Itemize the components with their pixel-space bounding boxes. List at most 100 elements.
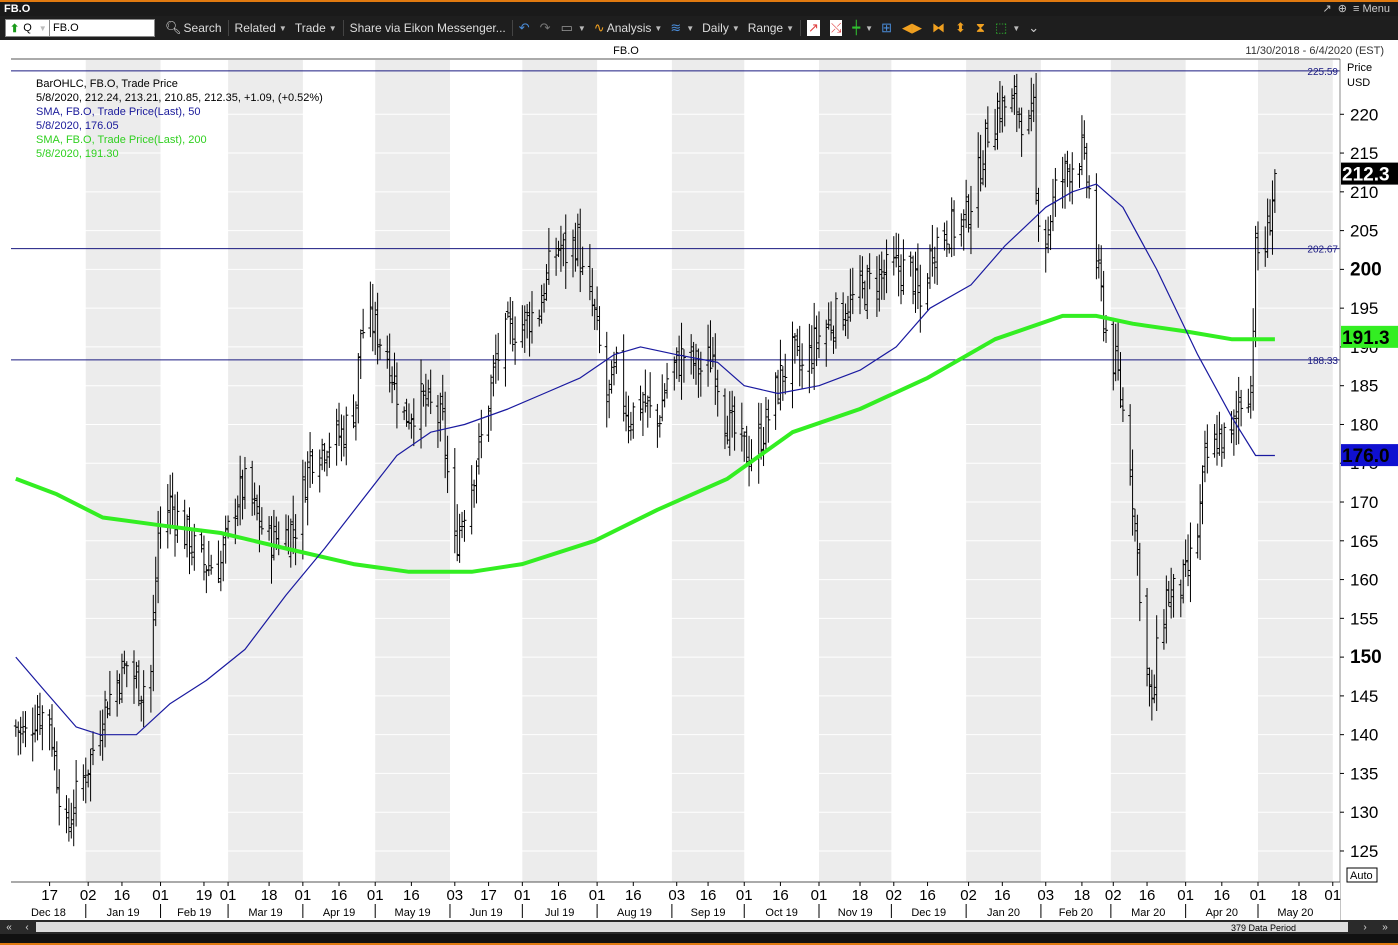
ohlc-bar: [69, 802, 74, 839]
day-tick-label: 03: [668, 887, 685, 904]
analysis-menu[interactable]: ∿ Analysis ▼: [590, 18, 667, 38]
compare-chart-button[interactable]: ⤯: [826, 18, 848, 38]
ohlc-bar: [831, 325, 836, 354]
ohlc-bar: [575, 213, 580, 267]
ohlc-bar: [899, 254, 904, 305]
ohlc-bar: [320, 438, 325, 471]
ohlc-bar: [1265, 198, 1270, 258]
fit-vertical-button[interactable]: ⧗: [972, 18, 991, 38]
month-label: Feb 19: [177, 907, 211, 919]
month-shade-band: [375, 60, 450, 882]
pin-icon[interactable]: ↗: [1322, 3, 1332, 15]
zoom-box-button[interactable]: ⊞: [877, 18, 898, 38]
undo-button[interactable]: ↶: [515, 18, 536, 38]
ohlc-bar: [201, 535, 206, 581]
day-tick-label: 16: [772, 887, 789, 904]
ohlc-bar: [394, 362, 399, 429]
chart-area[interactable]: 225.59 202.67 188.33 Price USD 125 130 135 140 1…: [0, 40, 1398, 920]
chevron-double-down-icon: ⌄: [1028, 20, 1040, 35]
month-shade-band: [228, 60, 303, 882]
ohlc-bar: [457, 513, 462, 563]
ohlc-bar: [491, 354, 496, 397]
line-chart-button[interactable]: ↗: [803, 18, 826, 38]
ohlc-bar: [1255, 221, 1260, 271]
ohlc-bar: [983, 119, 988, 188]
ohlc-bar: [238, 455, 243, 526]
day-tick-label: 02: [960, 887, 977, 904]
search-button[interactable]: 🔍︎ Search: [161, 18, 226, 38]
ohlc-bar: [1094, 173, 1099, 280]
ohlc-bar: [800, 343, 805, 390]
crosshair-button[interactable]: ┿ ▼: [848, 18, 877, 38]
scroll-left-right-button[interactable]: ◀▶: [898, 18, 928, 38]
ric-input[interactable]: [50, 20, 154, 36]
chevron-down-icon: ▼: [686, 23, 695, 33]
scroll-right-button[interactable]: ›: [1358, 920, 1372, 934]
legend-line: SMA, FB.O, Trade Price(Last), 200: [36, 134, 207, 146]
auto-scale-label: Auto: [1350, 870, 1373, 882]
share-button[interactable]: Share via Eikon Messenger...: [346, 18, 510, 38]
ohlc-bar: [1130, 449, 1135, 536]
ohlc-bar: [638, 385, 643, 421]
ohlc-bar: [496, 332, 501, 381]
select-button[interactable]: ⬚ ▼: [991, 18, 1024, 38]
menu-button[interactable]: ≡ Menu: [1352, 2, 1390, 15]
day-tick-label: 18: [852, 887, 869, 904]
price-chart[interactable]: 225.59 202.67 188.33 Price USD 125 130 135 140 1…: [0, 40, 1398, 920]
last-value-badge: [1341, 444, 1398, 467]
ohlc-bar: [884, 239, 889, 294]
ohlc-bar: [657, 415, 662, 438]
ohlc-bar: [537, 309, 542, 327]
trade-label: Trade: [294, 21, 326, 35]
studies-menu[interactable]: ≋ ▼: [666, 18, 698, 38]
ohlc-bar: [797, 325, 802, 387]
range-menu[interactable]: Range ▼: [744, 18, 798, 38]
ohlc-bar: [812, 302, 817, 390]
interval-menu[interactable]: Daily ▼: [698, 18, 744, 38]
template-button[interactable]: ▭ ▼: [557, 18, 590, 38]
ohlc-bar: [1012, 75, 1017, 115]
expand-vertical-button[interactable]: ⬍: [951, 18, 972, 38]
ohlc-bar: [361, 308, 366, 339]
redo-button[interactable]: ↷: [536, 18, 557, 38]
ohlc-bar: [71, 789, 76, 847]
ohlc-bar: [510, 301, 515, 352]
time-scrollbar[interactable]: « ‹ 379 Data Period › »: [0, 920, 1398, 934]
month-label: May 19: [395, 907, 431, 919]
price-tick-label: 145: [1350, 687, 1378, 706]
scroll-left-button[interactable]: ‹: [20, 920, 34, 934]
related-menu[interactable]: Related ▼: [231, 18, 291, 38]
scroll-last-button[interactable]: »: [1378, 920, 1392, 934]
ohlc-bar: [877, 254, 882, 312]
ohlc-bar: [829, 301, 834, 341]
ohlc-bar: [103, 690, 108, 748]
scrollbar-thumb[interactable]: 379 Data Period: [36, 922, 1348, 933]
link-icon[interactable]: ⊕: [1337, 3, 1347, 15]
ohlc-bar: [378, 338, 383, 360]
more-button[interactable]: ⌄: [1024, 18, 1045, 38]
ohlc-bar: [879, 251, 884, 300]
scroll-first-button[interactable]: «: [2, 920, 16, 934]
fit-button[interactable]: ⧓: [928, 18, 951, 38]
ohlc-bar: [626, 395, 631, 444]
day-tick-label: 02: [1105, 887, 1122, 904]
share-label: Share via Eikon Messenger...: [349, 21, 506, 35]
ric-type-selector[interactable]: ⬆ Q ▼: [6, 20, 50, 36]
ohlc-bar: [561, 233, 566, 267]
ohlc-bar: [715, 369, 720, 417]
ohlc-bar: [672, 356, 677, 391]
ohlc-bar: [1065, 150, 1070, 188]
ohlc-bar: [624, 391, 629, 432]
ohlc-bar: [1070, 152, 1075, 205]
last-value-badge: [1341, 162, 1398, 185]
ohlc-bar: [580, 246, 585, 276]
ohlc-bar: [486, 405, 491, 442]
ohlc-bar: [655, 403, 660, 448]
auto-scale-button: [1346, 867, 1378, 883]
ohlc-bar: [1137, 542, 1142, 622]
ohlc-bar: [640, 391, 645, 437]
month-label: May 20: [1277, 907, 1313, 919]
trade-menu[interactable]: Trade ▼: [291, 18, 341, 38]
toolbar-divider: [227, 20, 229, 36]
ohlc-bar: [305, 451, 310, 526]
